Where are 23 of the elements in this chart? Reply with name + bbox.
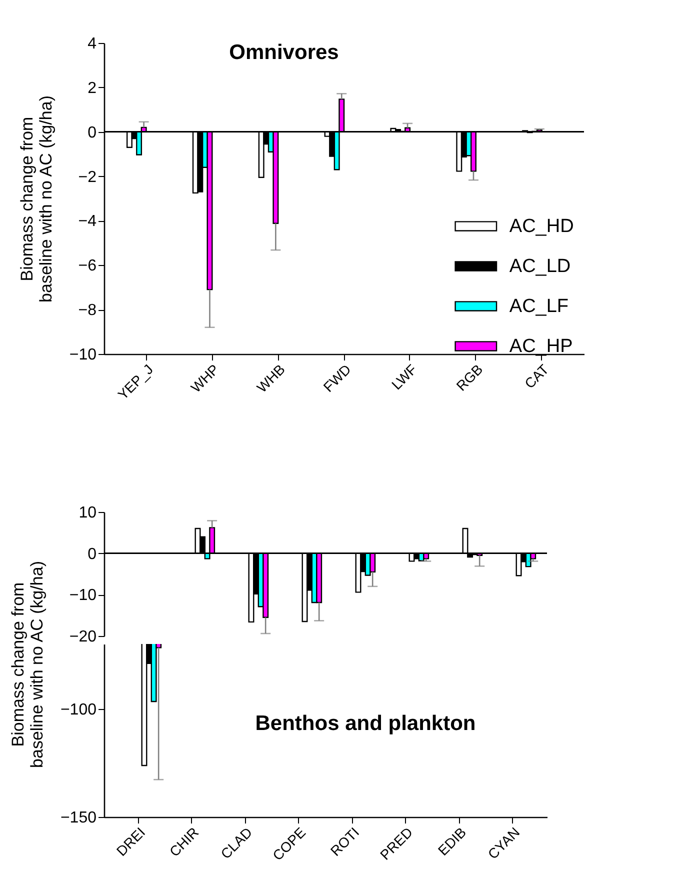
y-tick-label: 2	[88, 80, 97, 97]
y-tick-label: −4	[78, 213, 97, 230]
y-tick-label: −20	[69, 628, 97, 646]
y-tick-label: 4	[88, 36, 97, 52]
y-axis-title: Biomass change from baseline with no AC (kg/ha)	[8, 561, 46, 768]
y-tick-label: −10	[69, 587, 97, 604]
y-tick-label: 0	[88, 546, 97, 563]
y-tick-label: 10	[78, 504, 97, 522]
y-axis-title: Biomass change from baseline with no AC (kg/ha)	[17, 96, 56, 302]
legend-label: AC_LD	[509, 256, 571, 278]
y-tick-label: −2	[78, 168, 97, 186]
y-tick-label: −8	[78, 302, 97, 320]
chart-title: Omnivores	[229, 41, 339, 64]
y-tick-label: −150	[60, 810, 97, 826]
y-tick-label: 0	[88, 124, 97, 142]
legend-label: AC_LF	[509, 296, 569, 318]
y-tick-label: −100	[60, 701, 97, 718]
text: Benthos and plankton	[255, 712, 476, 735]
y-tick-label: −6	[78, 258, 97, 275]
y-tick-label: −10	[69, 346, 97, 364]
x-tick-label: CAT	[521, 360, 552, 392]
legend-label: AC_HP	[509, 336, 573, 358]
legend-label: AC_HD	[509, 216, 574, 238]
